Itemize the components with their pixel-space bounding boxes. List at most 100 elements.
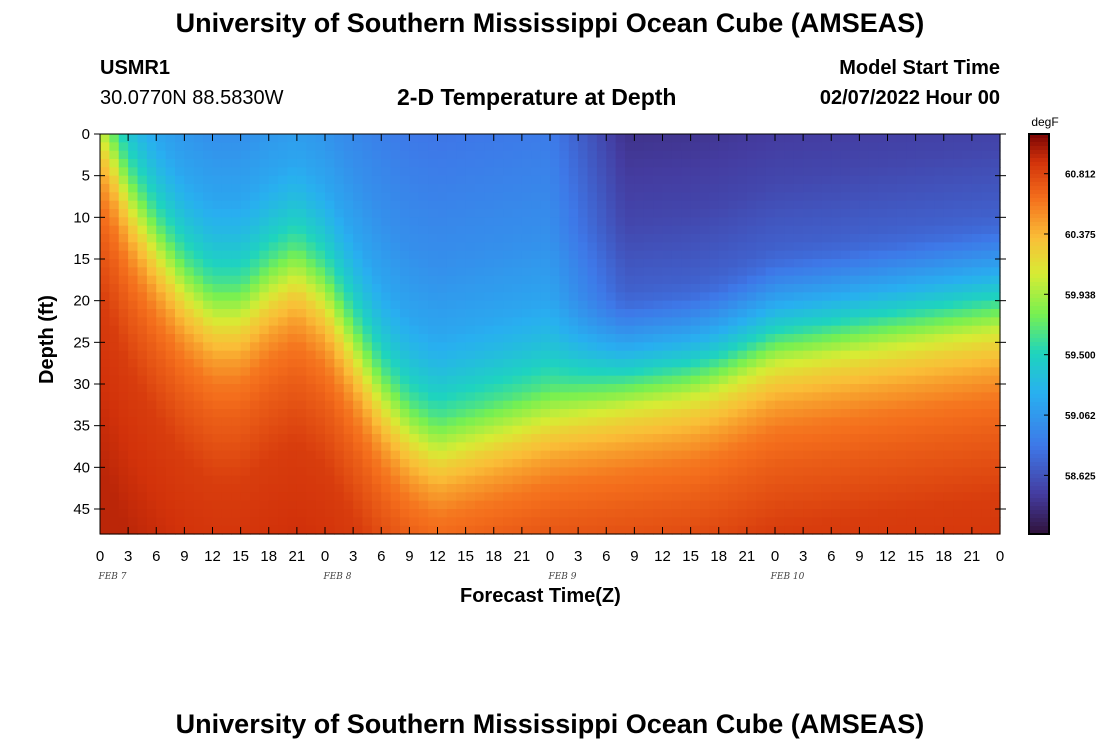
heatmap-cell — [840, 209, 851, 218]
heatmap-cell — [793, 217, 804, 227]
heatmap-cell — [700, 350, 710, 360]
heatmap-cell — [437, 200, 448, 210]
heatmap-cell — [784, 225, 795, 235]
heatmap-cell — [446, 300, 457, 310]
heatmap-cell — [615, 234, 626, 243]
heatmap-cell — [437, 459, 448, 468]
heatmap-cell — [906, 359, 917, 368]
heatmap-cell — [503, 217, 514, 227]
heatmap-cell — [325, 450, 335, 460]
heatmap-cell — [775, 284, 785, 293]
heatmap-cell — [906, 284, 917, 293]
heatmap-cell — [765, 317, 776, 327]
heatmap-cell — [821, 434, 832, 443]
heatmap-cell — [578, 184, 589, 193]
heatmap-cell — [803, 367, 814, 377]
heatmap-cell — [193, 234, 204, 243]
heatmap-cell — [512, 250, 523, 260]
heatmap-cell — [690, 209, 701, 218]
heatmap-cell — [803, 450, 814, 460]
heatmap-cell — [718, 475, 729, 485]
heatmap-cell — [746, 475, 757, 485]
heatmap-cell — [371, 484, 382, 493]
heatmap-cell — [353, 275, 364, 285]
heatmap-cell — [915, 192, 926, 202]
heatmap-cell — [906, 342, 917, 352]
heatmap-cell — [634, 317, 645, 327]
colorbar-tick-label: 59.500 — [1065, 351, 1096, 362]
heatmap-cell — [728, 134, 739, 143]
heatmap-cell — [821, 417, 832, 427]
heatmap-cell — [381, 217, 392, 227]
heatmap-cell — [175, 509, 185, 518]
heatmap-cell — [606, 275, 617, 285]
heatmap-cell — [775, 167, 785, 177]
heatmap-cell — [184, 167, 195, 177]
heatmap-cell — [118, 459, 129, 468]
heatmap-cell — [709, 392, 720, 402]
heatmap-cell — [615, 325, 626, 335]
heatmap-cell — [896, 242, 907, 252]
heatmap-cell — [943, 442, 954, 452]
heatmap-cell — [775, 325, 785, 335]
heatmap-cell — [446, 309, 457, 318]
heatmap-cell — [240, 267, 251, 277]
heatmap-cell — [859, 400, 870, 410]
heatmap-cell — [146, 492, 157, 502]
heatmap-cell — [962, 359, 973, 368]
heatmap-cell — [643, 267, 654, 277]
heatmap-cell — [100, 350, 110, 360]
heatmap-cell — [718, 300, 729, 310]
heatmap-cell — [737, 184, 748, 193]
x-tick-label: 3 — [574, 548, 582, 565]
x-tick-label: 12 — [654, 548, 671, 565]
heatmap-cell — [803, 425, 814, 435]
heatmap-cell — [184, 217, 195, 227]
heatmap-cell — [596, 250, 607, 260]
heatmap-cell — [625, 442, 635, 452]
heatmap-cell — [165, 359, 176, 368]
heatmap-cell — [596, 392, 607, 402]
heatmap-cell — [165, 200, 176, 210]
heatmap-cell — [756, 200, 767, 210]
heatmap-cell — [193, 300, 204, 310]
heatmap-cell — [503, 417, 514, 427]
heatmap-cell — [746, 167, 757, 177]
heatmap-cell — [915, 184, 926, 193]
heatmap-cell — [381, 342, 392, 352]
heatmap-cell — [765, 267, 776, 277]
heatmap-cell — [268, 517, 279, 527]
heatmap-cell — [906, 500, 917, 510]
heatmap-cell — [315, 367, 326, 377]
heatmap-cell — [353, 459, 364, 468]
heatmap-cell — [550, 434, 560, 443]
heatmap-cell — [100, 500, 110, 510]
heatmap-cell — [981, 442, 992, 452]
heatmap-cell — [953, 284, 964, 293]
heatmap-cell — [850, 309, 860, 318]
y-tick-label: 0 — [82, 126, 90, 143]
heatmap-cell — [671, 367, 682, 377]
heatmap-cell — [193, 275, 204, 285]
heatmap-cell — [287, 475, 298, 485]
heatmap-cell — [906, 184, 917, 193]
heatmap-cell — [653, 459, 664, 468]
heatmap-cell — [240, 300, 251, 310]
heatmap-cell — [681, 459, 692, 468]
heatmap-cell — [568, 525, 579, 535]
heatmap-cell — [287, 450, 298, 460]
heatmap-cell — [859, 367, 870, 377]
heatmap-cell — [606, 442, 617, 452]
heatmap-cell — [775, 309, 785, 318]
colorbar-segment — [1029, 402, 1049, 407]
heatmap-cell — [878, 275, 889, 285]
heatmap-cell — [371, 342, 382, 352]
heatmap-cell — [962, 184, 973, 193]
heatmap-cell — [615, 167, 626, 177]
heatmap-cell — [475, 200, 485, 210]
heatmap-cell — [521, 434, 532, 443]
heatmap-cell — [118, 200, 129, 210]
heatmap-cell — [240, 450, 251, 460]
heatmap-cell — [681, 500, 692, 510]
heatmap-cell — [184, 492, 195, 502]
